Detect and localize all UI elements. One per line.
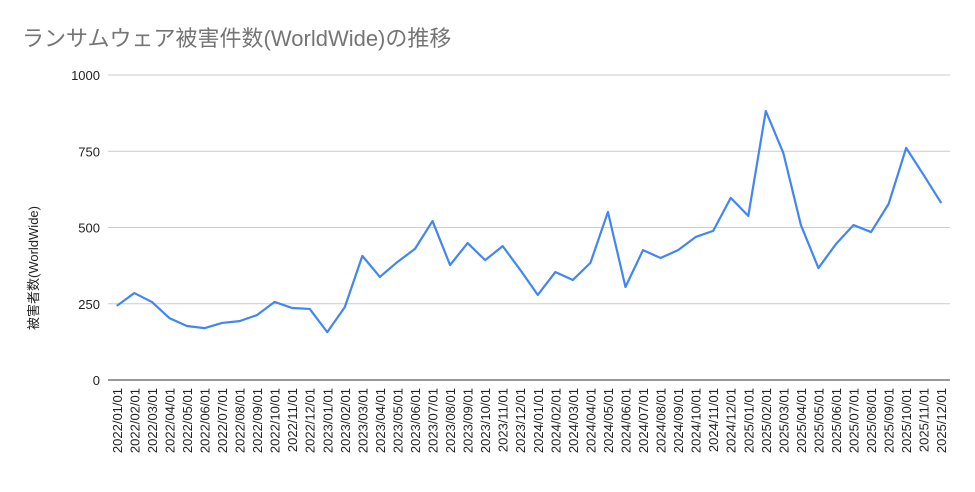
x-tick-label: 2023/04/01 [373, 388, 388, 453]
x-tick-label: 2024/11/01 [706, 388, 721, 452]
x-tick-label: 2022/12/01 [303, 388, 318, 453]
y-tick-label: 250 [78, 297, 100, 312]
x-tick-label: 2024/01/01 [531, 388, 546, 453]
x-tick-label: 2025/04/01 [794, 388, 809, 453]
x-tick-label: 2025/09/01 [882, 388, 897, 453]
x-tick-label: 2023/10/01 [478, 388, 493, 453]
x-tick-label: 2022/09/01 [250, 388, 265, 453]
y-tick-label: 1000 [71, 68, 100, 83]
x-tick-label: 2025/08/01 [864, 388, 879, 453]
x-tick-label: 2022/05/01 [180, 388, 195, 453]
x-tick-label: 2022/08/01 [233, 388, 248, 453]
x-tick-label: 2024/12/01 [724, 388, 739, 453]
x-tick-label: 2022/06/01 [197, 388, 212, 453]
chart-title: ランサムウェア被害件数(WorldWide)の推移 [22, 26, 451, 51]
x-tick-label: 2023/08/01 [443, 388, 458, 453]
x-tick-label: 2022/01/01 [110, 388, 125, 453]
x-tick-label: 2024/04/01 [583, 388, 598, 453]
x-tick-label: 2024/03/01 [566, 388, 581, 453]
x-tick-label: 2025/05/01 [811, 388, 826, 453]
x-tick-label: 2022/07/01 [215, 388, 230, 453]
x-tick-label: 2024/07/01 [636, 388, 651, 453]
x-tick-label: 2023/05/01 [390, 388, 405, 453]
x-tick-label: 2023/11/01 [496, 388, 511, 452]
y-tick-label: 0 [93, 373, 100, 388]
x-tick-label: 2023/07/01 [426, 388, 441, 453]
x-tick-label: 2023/06/01 [408, 388, 423, 453]
x-tick-label: 2023/09/01 [461, 388, 476, 453]
x-tick-label: 2024/09/01 [671, 388, 686, 453]
x-tick-label: 2024/10/01 [689, 388, 704, 453]
line [116, 109, 943, 334]
x-tick-label: 2023/03/01 [355, 388, 370, 453]
x-tick-label: 2025/02/01 [759, 388, 774, 453]
x-tick-label: 2025/01/01 [741, 388, 756, 453]
x-tick-label: 2025/12/01 [934, 388, 949, 453]
x-tick-label: 2022/04/01 [162, 388, 177, 453]
x-tick-label: 2024/08/01 [654, 388, 669, 453]
x-tick-label: 2023/12/01 [513, 388, 528, 453]
x-tick-label: 2025/10/01 [899, 388, 914, 453]
x-tick-label: 2024/02/01 [548, 388, 563, 453]
x-tick-label: 2025/03/01 [776, 388, 791, 453]
y-tick-label: 750 [78, 144, 100, 159]
y-axis-label: 被害者数(WorldWide) [26, 206, 41, 330]
x-tick-label: 2025/11/01 [917, 388, 932, 452]
x-tick-label: 2022/03/01 [145, 388, 160, 453]
x-tick-label: 2024/06/01 [618, 388, 633, 453]
x-tick-label: 2024/05/01 [601, 388, 616, 453]
x-tick-label: 2022/10/01 [268, 388, 283, 453]
x-tick-label: 2023/01/01 [320, 388, 335, 453]
x-tick-label: 2022/02/01 [127, 388, 142, 453]
x-tick-label: 2025/07/01 [847, 388, 862, 453]
y-tick-label: 500 [78, 221, 100, 236]
x-tick-label: 2025/06/01 [829, 388, 844, 453]
x-tick-label: 2022/11/01 [285, 388, 300, 452]
x-tick-label: 2023/02/01 [338, 388, 353, 453]
